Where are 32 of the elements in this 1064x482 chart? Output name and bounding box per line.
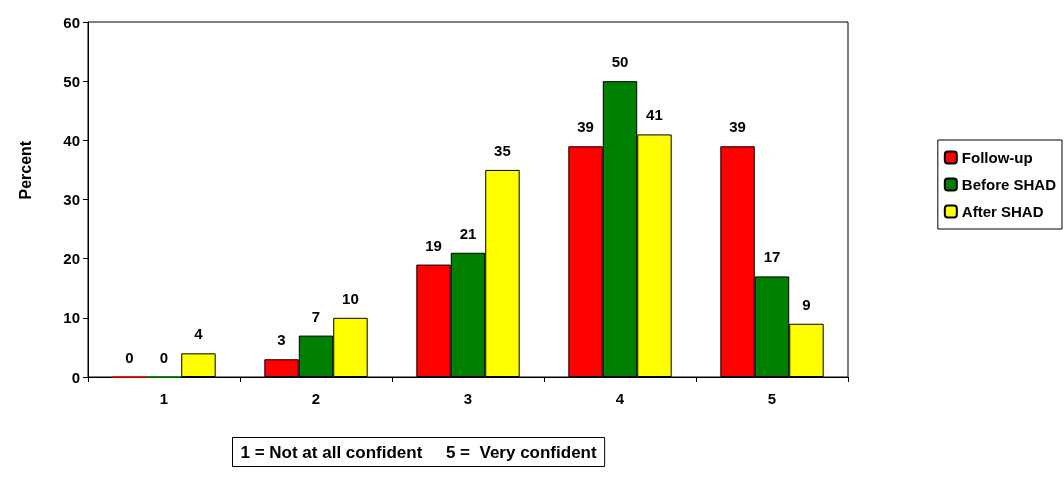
data-label: 9 [802,295,811,313]
data-label: 39 [577,118,594,136]
x-tick-label: 3 [463,390,473,407]
y-tick-label: 20 [63,250,80,268]
legend-label: After SHAD [961,203,1044,220]
legend-label: Follow-up [961,149,1033,166]
data-label: 0 [125,348,134,366]
x-tick-label: 5 [767,390,777,407]
data-label: 39 [729,118,746,136]
data-label: 19 [425,236,442,254]
data-label: 21 [459,224,477,242]
y-axis-title: Percent [16,140,34,200]
data-label: 10 [342,289,359,307]
data-label: 50 [611,53,629,71]
data-label: 3 [277,331,286,349]
y-tick-label: 60 [63,13,80,31]
y-tick-label: 30 [63,191,80,208]
x-tick-label: 2 [311,390,321,407]
x-tick-label: 4 [615,390,625,407]
data-label: 7 [311,307,321,325]
legend-label: Before SHAD [961,176,1057,193]
data-label: 0 [159,348,169,366]
data-label: 4 [194,325,204,343]
y-tick-label: 10 [63,309,80,327]
x-tick-label: 1 [159,390,169,407]
data-label: 41 [646,106,663,124]
data-label: 17 [763,248,781,266]
y-tick-label: 50 [63,72,80,90]
y-tick-label: 0 [71,368,80,386]
y-tick-label: 40 [63,131,80,149]
text: 1 = Not at all confident 5 = Very confident [240,442,597,462]
data-label: 35 [494,141,511,159]
